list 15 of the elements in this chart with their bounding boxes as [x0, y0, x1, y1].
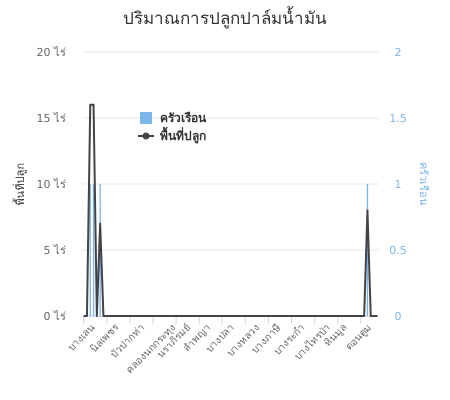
y2-tick-label: 2 — [394, 46, 402, 59]
y2-tick-label: 1 — [394, 178, 402, 191]
y-tick-label: 15 ไร่ — [36, 112, 66, 125]
y2-tick-label: 1.5 — [389, 112, 407, 125]
y-tick-label: 0 ไร่ — [44, 310, 66, 323]
legend-label: พื้นที่ปลูก — [160, 126, 206, 144]
y2-tick-label: 0.5 — [389, 244, 407, 257]
legend-label: ครัวเรือน — [160, 111, 207, 125]
y-tick-label: 10 ไร่ — [36, 178, 66, 191]
chart-title: ปริมาณการปลูกปาล์มน้ำมัน — [123, 6, 327, 29]
y-tick-label: 20 ไร่ — [36, 46, 66, 59]
y-axis-title: พื้นที่ปลูก — [12, 162, 27, 206]
y2-axis-title: ครัวเรือน — [417, 162, 430, 206]
y-tick-label: 5 ไร่ — [44, 244, 66, 257]
y2-tick-label: 0 — [394, 310, 402, 323]
